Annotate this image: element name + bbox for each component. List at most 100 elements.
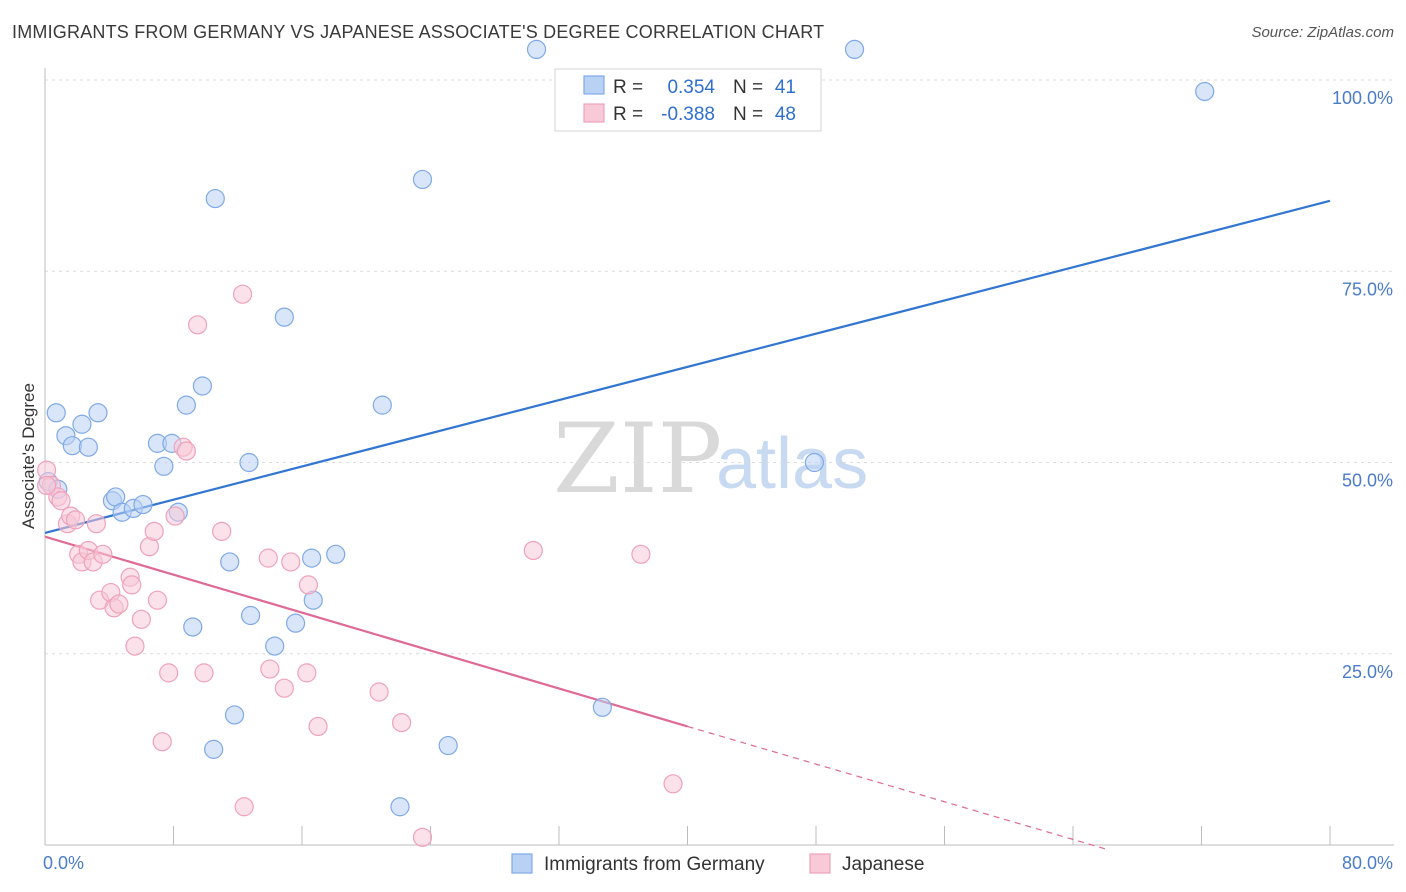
point-japanese-28	[176, 441, 196, 461]
point-germany-40	[1195, 81, 1215, 102]
legend-r-label-1: R =	[613, 77, 643, 98]
point-japanese-29	[187, 315, 208, 335]
point-germany-23	[224, 705, 245, 725]
point-japanese-16	[109, 594, 129, 614]
point-germany-33	[390, 797, 410, 817]
point-germany-17	[176, 395, 196, 415]
point-germany-31	[326, 544, 346, 564]
legend-n-label-2: N =	[733, 104, 763, 125]
legend-n-value-2: 48	[775, 104, 796, 125]
bottom-legend-swatch-japanese	[809, 853, 831, 874]
point-germany-6	[78, 437, 98, 457]
watermark-atlas: atlas	[716, 424, 868, 504]
chart-title: IMMIGRANTS FROM GERMANY VS JAPANESE ASSO…	[12, 22, 825, 42]
trendline-extension-series-1	[687, 725, 1106, 850]
x-tick-label-max: 80.0%	[1342, 853, 1393, 873]
scatter-points	[37, 39, 1215, 847]
watermark-zip: ZIP	[553, 403, 722, 515]
legend-r-label-2: R =	[613, 104, 643, 125]
point-germany-12	[133, 494, 153, 515]
legend: R = 0.354 N = 41 R = -0.388 N = 48	[554, 68, 822, 132]
point-japanese-25	[159, 663, 179, 683]
point-germany-37	[592, 697, 612, 717]
bottom-legend-swatch-germany	[511, 853, 533, 874]
point-japanese-47	[37, 475, 57, 496]
y-tick-label: 25.0%	[1342, 662, 1393, 682]
point-germany-21	[239, 452, 259, 473]
x-tick-label-min: 0.0%	[43, 853, 84, 873]
point-germany-20	[220, 552, 240, 572]
point-germany-14	[154, 456, 174, 476]
point-germany-2	[46, 403, 66, 423]
point-japanese-23	[147, 590, 168, 610]
point-germany-7	[88, 403, 108, 423]
point-japanese-3	[51, 491, 71, 511]
point-germany-27	[274, 307, 294, 327]
point-germany-34	[412, 169, 433, 190]
point-japanese-31	[212, 521, 232, 541]
chart-source: Source: ZipAtlas.com	[1251, 24, 1394, 41]
point-germany-28	[285, 613, 306, 633]
legend-r-value-2: -0.388	[661, 104, 715, 125]
point-japanese-45	[631, 544, 651, 564]
legend-swatch-japanese	[583, 103, 605, 123]
point-japanese-39	[298, 575, 319, 595]
point-japanese-30	[194, 663, 214, 683]
point-japanese-20	[131, 609, 151, 629]
point-japanese-44	[523, 540, 543, 561]
legend-n-value-1: 41	[775, 77, 796, 98]
point-japanese-18	[122, 575, 142, 595]
point-japanese-42	[391, 712, 412, 733]
point-japanese-36	[274, 678, 294, 698]
point-germany-18	[192, 376, 213, 396]
y-tick-label: 75.0%	[1342, 279, 1393, 299]
bottom-legend-label-germany: Immigrants from Germany	[544, 854, 765, 875]
point-japanese-6	[65, 510, 86, 530]
point-germany-36	[526, 39, 547, 60]
y-tick-labels: 25.0% 50.0% 75.0% 100.0%	[1332, 88, 1393, 682]
point-japanese-46	[663, 774, 683, 794]
point-japanese-13	[93, 544, 113, 564]
gridlines	[45, 79, 1394, 655]
bottom-legend-label-japanese: Japanese	[842, 854, 924, 875]
point-germany-35	[438, 735, 458, 756]
point-japanese-35	[260, 659, 280, 679]
point-japanese-33	[234, 797, 254, 817]
point-germany-4	[62, 436, 82, 456]
legend-swatch-germany	[583, 75, 605, 95]
trendline-series-1	[44, 535, 688, 728]
y-axis-label: Associate's Degree	[19, 383, 38, 529]
point-japanese-40	[308, 716, 328, 737]
point-germany-26	[265, 636, 285, 656]
point-japanese-32	[232, 284, 253, 304]
point-japanese-11	[86, 514, 107, 534]
point-germany-24	[204, 739, 224, 759]
point-germany-25	[241, 605, 261, 626]
bottom-legend: Immigrants from Germany Japanese	[511, 853, 924, 875]
x-ticks	[44, 826, 1331, 845]
y-tick-label: 100.0%	[1332, 88, 1393, 108]
legend-r-value-1: 0.354	[667, 77, 715, 98]
trendlines	[44, 199, 1331, 850]
point-japanese-41	[369, 682, 389, 702]
point-germany-19	[205, 188, 225, 209]
point-germany-22	[183, 617, 203, 637]
point-japanese-24	[152, 732, 172, 752]
axes	[44, 68, 1394, 846]
point-germany-32	[372, 395, 392, 415]
point-germany-29	[302, 548, 322, 568]
point-japanese-37	[281, 552, 301, 572]
y-tick-label: 50.0%	[1342, 471, 1393, 491]
point-japanese-34	[258, 548, 278, 568]
point-japanese-22	[144, 521, 164, 541]
trendline-series-0	[44, 199, 1331, 534]
point-germany-39	[844, 39, 865, 60]
point-germany-5	[72, 414, 92, 434]
legend-n-label-1: N =	[733, 77, 763, 98]
point-japanese-26	[165, 506, 185, 526]
point-japanese-19	[125, 636, 145, 656]
point-germany-38	[804, 452, 824, 473]
point-japanese-43	[412, 827, 433, 847]
point-japanese-38	[297, 663, 317, 683]
